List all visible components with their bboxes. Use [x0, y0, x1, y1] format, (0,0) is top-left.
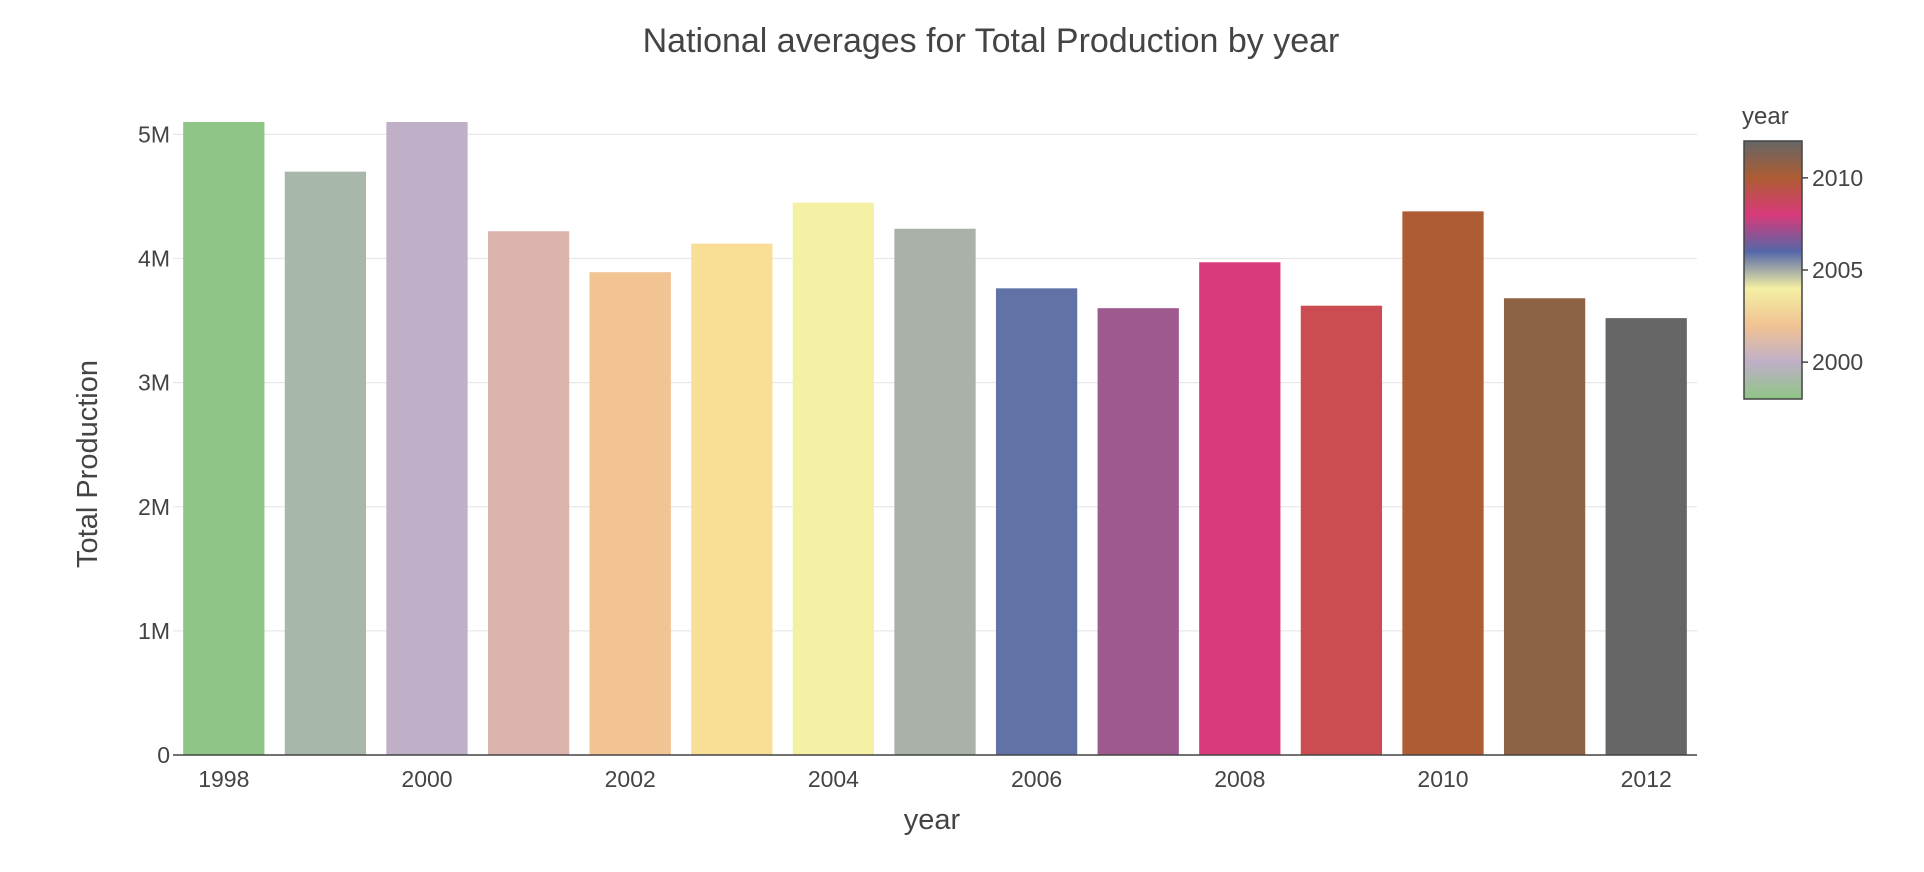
- bar-2009[interactable]: [1300, 305, 1383, 755]
- x-axis-ticks: 1998 2000 2002 2004 2006 2008 2010 2012: [198, 766, 1672, 792]
- x-tick-label: 2008: [1214, 766, 1265, 792]
- colorbar-legend: year 2000 2005 2010: [1742, 103, 1863, 400]
- y-tick-label: 0: [157, 742, 170, 768]
- colorbar-gradient-bar: [1744, 141, 1802, 399]
- x-tick-label: 2000: [401, 766, 452, 792]
- bar-2008[interactable]: [1199, 262, 1281, 755]
- x-tick-label: 2002: [605, 766, 656, 792]
- bar-2012[interactable]: [1605, 318, 1687, 755]
- colorbar-tick-label: 2000: [1812, 349, 1863, 375]
- bar-2000[interactable]: [386, 122, 468, 755]
- bar-1999[interactable]: [284, 171, 367, 755]
- y-axis-ticks: 0 1M 2M 3M 4M 5M: [138, 121, 170, 768]
- x-tick-label: 2006: [1011, 766, 1062, 792]
- x-tick-label: 2004: [808, 766, 859, 792]
- x-tick-label: 1998: [198, 766, 249, 792]
- y-tick-label: 4M: [138, 246, 170, 272]
- y-tick-label: 3M: [138, 370, 170, 396]
- bar-2005[interactable]: [894, 228, 976, 755]
- x-tick-label: 2012: [1621, 766, 1672, 792]
- y-axis-title: Total Production: [72, 360, 104, 568]
- colorbar-title: year: [1742, 103, 1789, 130]
- colorbar-ticks: 2000 2005 2010: [1802, 165, 1863, 375]
- bar-2004[interactable]: [792, 202, 875, 756]
- colorbar-tick-label: 2010: [1812, 165, 1863, 191]
- bars: [183, 122, 1687, 756]
- bar-2001[interactable]: [487, 231, 570, 756]
- y-tick-label: 5M: [138, 121, 170, 147]
- x-tick-label: 2010: [1417, 766, 1468, 792]
- bar-2006[interactable]: [995, 288, 1078, 755]
- y-tick-label: 2M: [138, 494, 170, 520]
- bar-2003[interactable]: [691, 243, 773, 755]
- colorbar-tick-label: 2005: [1812, 257, 1863, 283]
- bar-2011[interactable]: [1503, 298, 1586, 755]
- y-tick-label: 1M: [138, 618, 170, 644]
- bar-2010[interactable]: [1402, 211, 1484, 756]
- chart-title: National averages for Total Production b…: [643, 22, 1340, 60]
- bar-2007[interactable]: [1097, 308, 1179, 755]
- x-axis-title: year: [904, 804, 961, 836]
- bar-1998[interactable]: [183, 122, 265, 755]
- bar-2002[interactable]: [589, 272, 671, 755]
